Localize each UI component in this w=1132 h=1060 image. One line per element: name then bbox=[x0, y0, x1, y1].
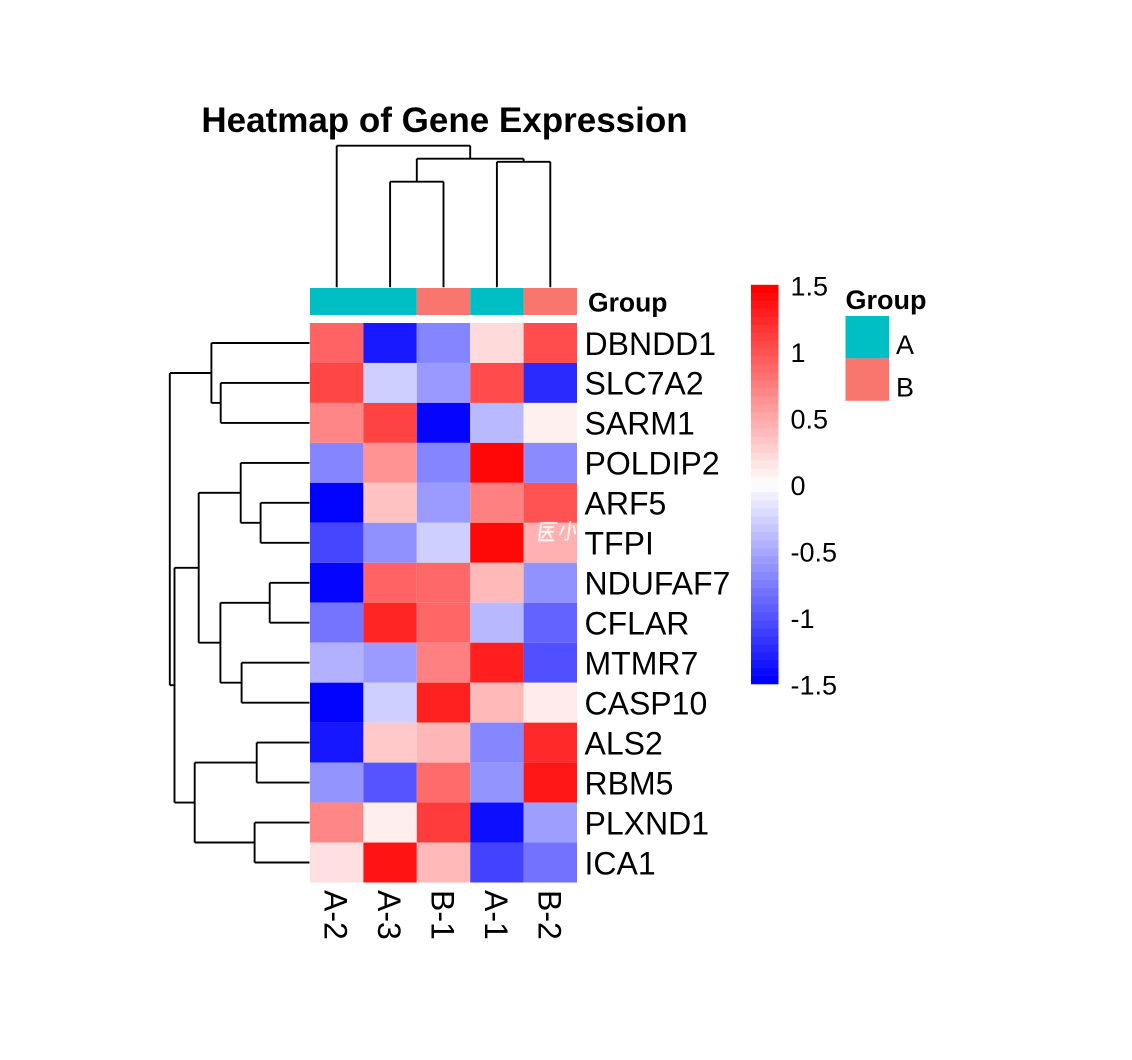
svg-text:-1: -1 bbox=[791, 604, 815, 634]
svg-text:ICA1: ICA1 bbox=[585, 845, 656, 881]
svg-text:Group: Group bbox=[846, 285, 927, 315]
svg-text:CFLAR: CFLAR bbox=[585, 606, 690, 642]
svg-text:NDUFAF7: NDUFAF7 bbox=[585, 566, 731, 602]
svg-text:SLC7A2: SLC7A2 bbox=[585, 366, 704, 402]
svg-text:RBM5: RBM5 bbox=[585, 765, 674, 801]
svg-text:SARM1: SARM1 bbox=[585, 406, 695, 442]
svg-text:CASP10: CASP10 bbox=[585, 686, 708, 722]
svg-text:-1.5: -1.5 bbox=[791, 671, 838, 701]
svg-text:1.5: 1.5 bbox=[791, 271, 829, 301]
svg-text:B-2: B-2 bbox=[531, 890, 567, 940]
svg-text:B-1: B-1 bbox=[425, 890, 461, 940]
svg-text:A: A bbox=[896, 330, 914, 360]
svg-text:TFPI: TFPI bbox=[585, 526, 654, 562]
svg-text:0: 0 bbox=[791, 471, 806, 501]
svg-text:B: B bbox=[896, 373, 914, 403]
svg-text:ALS2: ALS2 bbox=[585, 725, 663, 761]
svg-text:PLXND1: PLXND1 bbox=[585, 805, 710, 841]
svg-text:ARF5: ARF5 bbox=[585, 486, 667, 522]
svg-text:MTMR7: MTMR7 bbox=[585, 646, 699, 682]
svg-text:Heatmap of Gene Expression: Heatmap of Gene Expression bbox=[201, 101, 687, 140]
svg-text:POLDIP2: POLDIP2 bbox=[585, 446, 720, 482]
svg-text:Group: Group bbox=[588, 288, 668, 318]
svg-text:1: 1 bbox=[791, 338, 806, 368]
svg-text:0.5: 0.5 bbox=[791, 404, 829, 434]
svg-text:-0.5: -0.5 bbox=[791, 537, 838, 567]
svg-text:A-2: A-2 bbox=[318, 890, 354, 940]
svg-text:A-1: A-1 bbox=[478, 890, 514, 940]
svg-text:DBNDD1: DBNDD1 bbox=[585, 326, 717, 362]
svg-text:A-3: A-3 bbox=[371, 890, 407, 940]
